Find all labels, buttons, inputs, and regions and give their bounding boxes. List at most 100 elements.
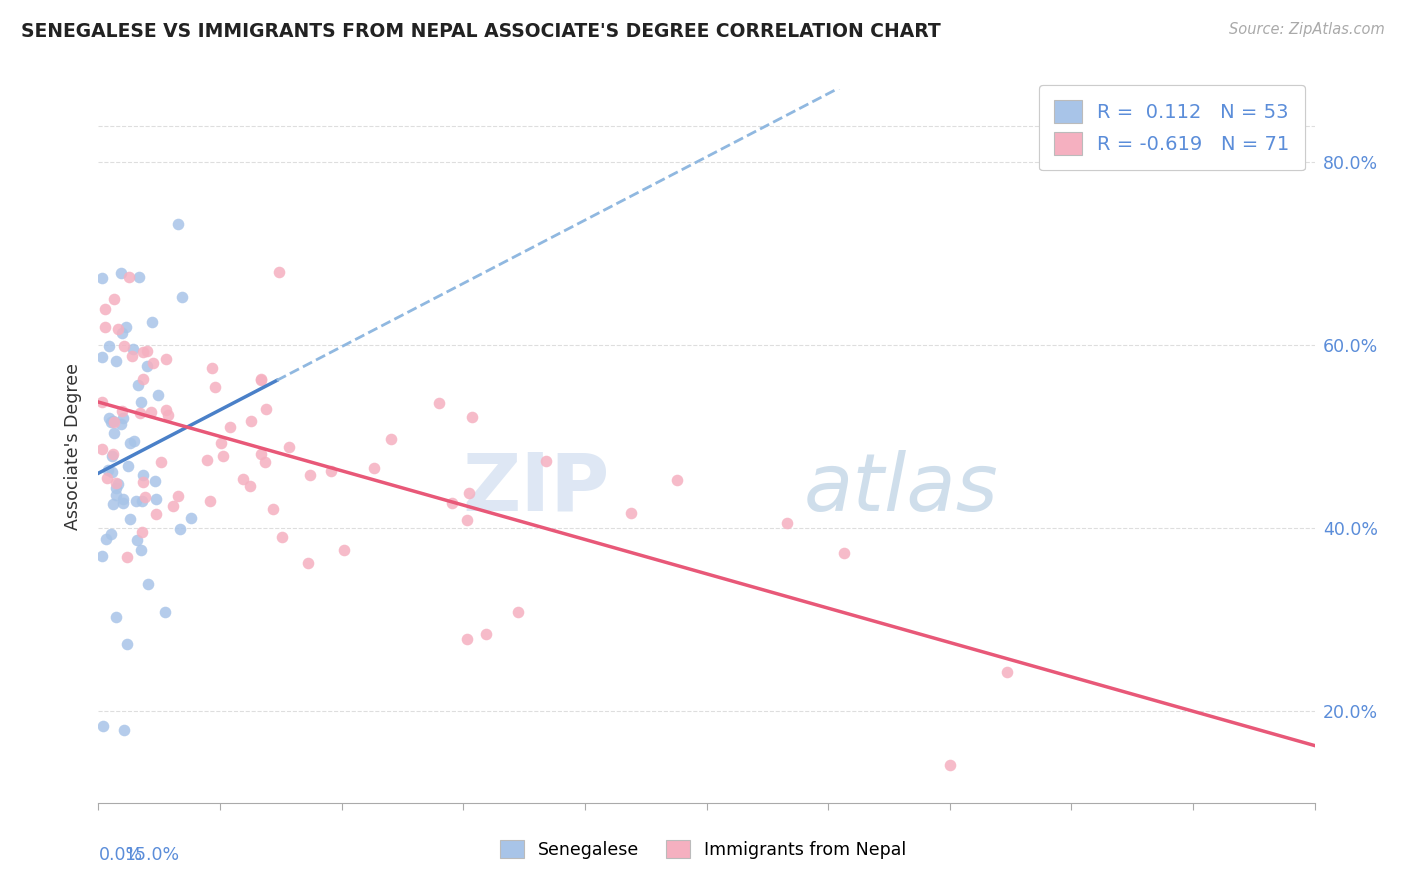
Point — [118, 270, 141, 285]
Point — [100, 526, 122, 541]
Point — [253, 454, 276, 468]
Point — [103, 292, 125, 306]
Point — [103, 498, 125, 512]
Point — [427, 395, 450, 409]
Point — [665, 473, 688, 487]
Text: SENEGALESE VS IMMIGRANTS FROM NEPAL ASSOCIATE'S DEGREE CORRELATION CHART: SENEGALESE VS IMMIGRANTS FROM NEPAL ASSO… — [21, 22, 941, 41]
Text: 0.0%: 0.0% — [98, 846, 142, 863]
Point — [333, 543, 356, 558]
Point — [456, 632, 478, 646]
Point — [620, 506, 643, 520]
Point — [145, 492, 167, 507]
Point — [101, 449, 124, 463]
Point — [91, 395, 114, 409]
Point — [101, 465, 124, 479]
Point — [298, 467, 321, 482]
Point — [107, 322, 129, 336]
Y-axis label: Associate's Degree: Associate's Degree — [63, 362, 82, 530]
Point — [250, 372, 273, 386]
Point — [141, 405, 163, 419]
Point — [363, 460, 385, 475]
Point — [162, 500, 184, 514]
Point — [94, 319, 117, 334]
Point — [104, 610, 127, 624]
Point — [120, 512, 142, 526]
Point — [254, 402, 277, 417]
Point — [104, 487, 127, 501]
Point — [131, 524, 153, 539]
Point — [456, 513, 478, 527]
Point — [939, 757, 962, 772]
Point — [93, 301, 115, 316]
Point — [129, 406, 152, 420]
Point — [380, 432, 402, 446]
Point — [150, 455, 173, 469]
Point — [103, 425, 125, 440]
Point — [155, 352, 177, 367]
Point — [269, 265, 291, 279]
Point — [277, 441, 299, 455]
Point — [96, 462, 118, 476]
Text: 15.0%: 15.0% — [124, 846, 180, 863]
Point — [155, 402, 177, 417]
Point — [118, 436, 141, 450]
Point — [112, 410, 135, 425]
Point — [91, 270, 114, 285]
Point — [91, 442, 114, 456]
Point — [91, 350, 114, 364]
Point — [167, 217, 190, 231]
Point — [271, 530, 294, 544]
Point — [169, 522, 191, 536]
Point — [112, 492, 135, 507]
Point — [995, 665, 1018, 680]
Point — [134, 490, 156, 504]
Point — [131, 494, 153, 508]
Point — [124, 434, 146, 448]
Point — [198, 494, 221, 508]
Point — [232, 472, 254, 486]
Point — [132, 475, 155, 489]
Point — [112, 338, 135, 352]
Point — [97, 410, 120, 425]
Point — [834, 546, 856, 560]
Point — [250, 447, 273, 461]
Point — [127, 378, 149, 392]
Point — [117, 458, 139, 473]
Point — [122, 342, 145, 356]
Point — [201, 360, 224, 375]
Point — [166, 489, 188, 503]
Point — [132, 467, 155, 482]
Point — [115, 319, 138, 334]
Point — [96, 471, 118, 485]
Point — [218, 420, 240, 434]
Point — [131, 543, 153, 558]
Point — [461, 409, 484, 424]
Point — [239, 413, 262, 427]
Point — [115, 550, 138, 565]
Point — [138, 577, 160, 591]
Point — [98, 339, 121, 353]
Point — [209, 436, 232, 450]
Point — [100, 415, 122, 429]
Point — [262, 501, 284, 516]
Point — [132, 371, 155, 385]
Point — [197, 452, 219, 467]
Point — [145, 508, 167, 522]
Point — [104, 476, 127, 491]
Point — [111, 403, 134, 417]
Point — [534, 454, 557, 468]
Point — [153, 605, 176, 619]
Point — [110, 266, 132, 280]
Point — [249, 373, 271, 387]
Point — [135, 343, 157, 358]
Point — [128, 270, 150, 285]
Point — [775, 516, 797, 530]
Point — [212, 450, 235, 464]
Text: atlas: atlas — [804, 450, 998, 528]
Point — [297, 556, 319, 570]
Point — [112, 723, 135, 737]
Point — [204, 380, 226, 394]
Point — [239, 479, 262, 493]
Text: Source: ZipAtlas.com: Source: ZipAtlas.com — [1229, 22, 1385, 37]
Point — [101, 447, 124, 461]
